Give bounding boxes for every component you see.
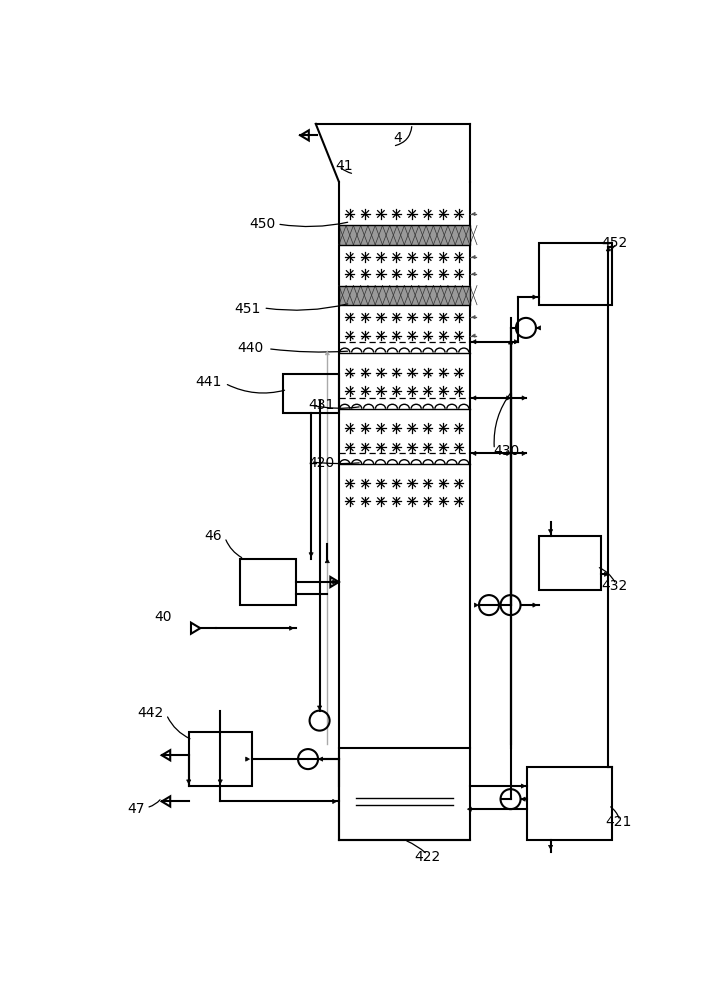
Polygon shape — [508, 340, 513, 344]
Bar — [339, 286, 470, 305]
Polygon shape — [333, 799, 336, 804]
Text: 451: 451 — [234, 302, 260, 316]
Text: 450: 450 — [249, 217, 276, 231]
Polygon shape — [472, 315, 475, 319]
Text: 4: 4 — [394, 131, 402, 145]
Polygon shape — [521, 784, 525, 788]
Polygon shape — [289, 626, 294, 630]
Text: 421: 421 — [605, 815, 631, 829]
Polygon shape — [333, 580, 336, 584]
Polygon shape — [309, 553, 313, 557]
Polygon shape — [533, 603, 536, 607]
Text: 432: 432 — [601, 579, 628, 593]
Polygon shape — [522, 396, 526, 400]
Bar — [240, 559, 296, 605]
Text: 430: 430 — [493, 444, 519, 458]
Polygon shape — [522, 451, 526, 456]
Polygon shape — [218, 780, 223, 784]
Polygon shape — [549, 845, 552, 849]
Text: 431: 431 — [308, 398, 334, 412]
Text: 441: 441 — [196, 375, 222, 389]
Text: 422: 422 — [414, 850, 441, 864]
Polygon shape — [549, 530, 552, 533]
Text: 452: 452 — [601, 236, 628, 250]
Polygon shape — [536, 326, 541, 330]
Polygon shape — [472, 340, 476, 344]
Text: 47: 47 — [128, 802, 145, 816]
Bar — [339, 286, 470, 305]
Bar — [539, 536, 600, 590]
Polygon shape — [472, 396, 476, 400]
Polygon shape — [326, 351, 329, 355]
Text: 41: 41 — [335, 159, 352, 173]
Bar — [339, 748, 470, 840]
Text: 440: 440 — [237, 341, 263, 355]
Polygon shape — [474, 603, 479, 607]
Bar — [539, 243, 612, 305]
Polygon shape — [515, 340, 518, 344]
Text: 40: 40 — [154, 610, 172, 624]
Text: 46: 46 — [204, 529, 222, 543]
Bar — [339, 225, 470, 245]
Polygon shape — [318, 706, 322, 710]
Polygon shape — [246, 757, 249, 761]
Bar — [188, 732, 252, 786]
Bar — [339, 225, 470, 245]
Polygon shape — [472, 451, 476, 456]
Polygon shape — [472, 255, 475, 259]
Polygon shape — [468, 807, 471, 811]
Polygon shape — [533, 295, 536, 299]
Polygon shape — [606, 247, 610, 251]
Bar — [528, 767, 612, 840]
Polygon shape — [319, 757, 323, 761]
Polygon shape — [472, 212, 475, 216]
Bar — [283, 374, 339, 413]
Polygon shape — [507, 396, 510, 400]
Polygon shape — [521, 797, 525, 801]
Polygon shape — [472, 334, 475, 337]
Polygon shape — [186, 780, 191, 784]
Polygon shape — [472, 272, 475, 276]
Polygon shape — [507, 451, 510, 456]
Text: 420: 420 — [308, 456, 334, 470]
Polygon shape — [326, 559, 329, 563]
Text: 442: 442 — [138, 706, 164, 720]
Polygon shape — [605, 572, 608, 576]
